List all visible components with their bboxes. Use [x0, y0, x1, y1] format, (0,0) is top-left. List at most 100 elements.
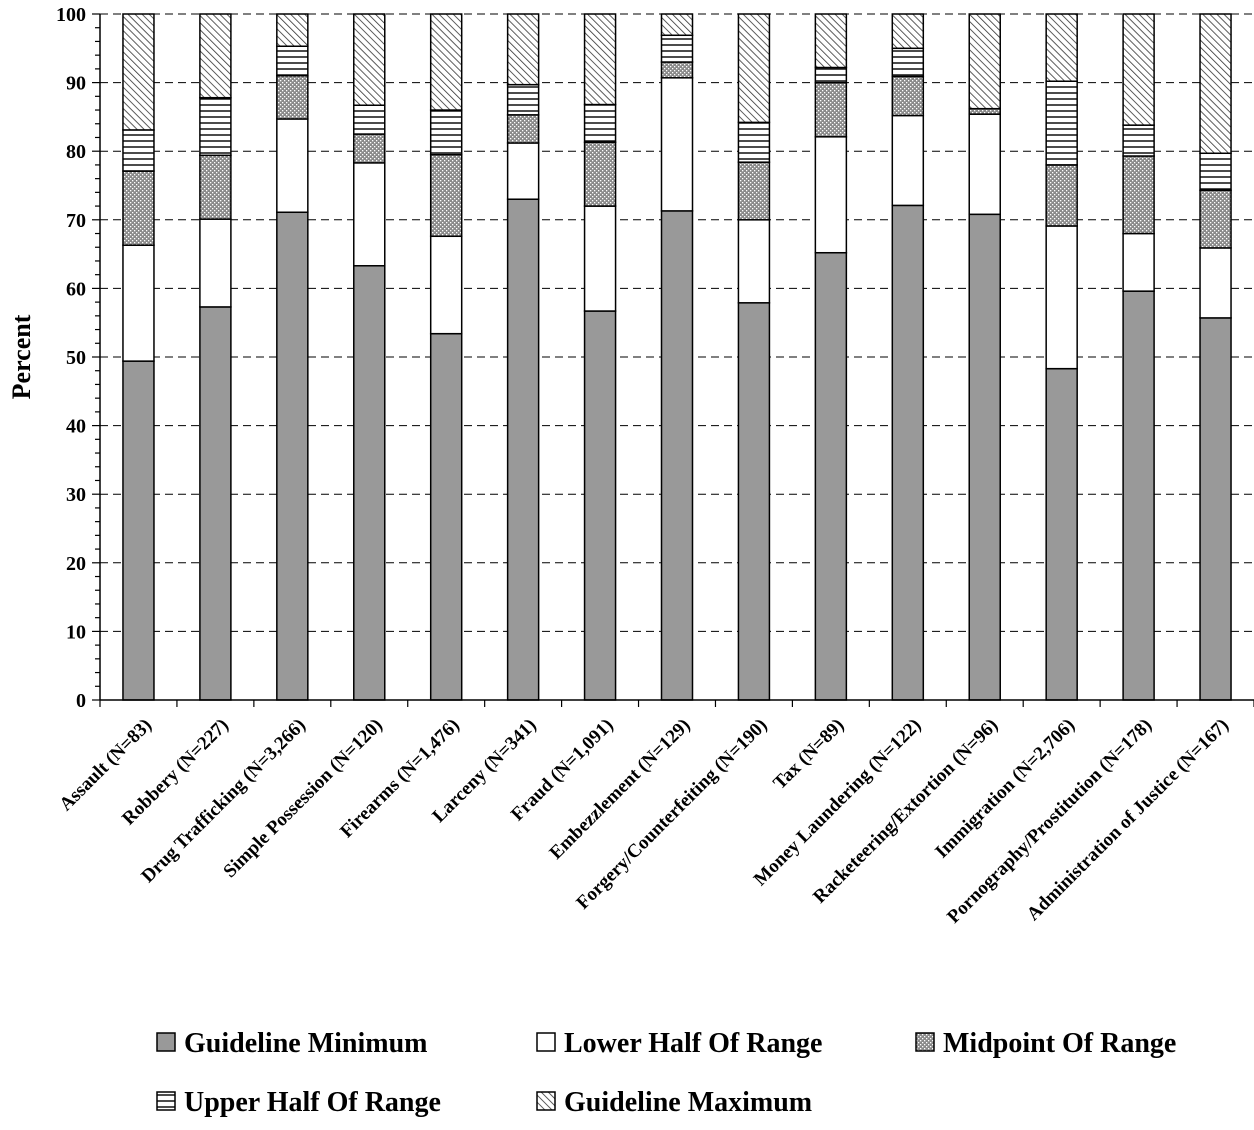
- x-category-labels: Assault (N=83)Robbery (N=227)Drug Traffi…: [55, 715, 1233, 928]
- bar-segment: [660, 34, 694, 63]
- bar-segment: [1199, 317, 1232, 701]
- bar-segment: [122, 170, 155, 246]
- bar-segment: [122, 129, 155, 172]
- legend-swatch: [536, 1032, 556, 1052]
- bar-segment: [1199, 189, 1232, 249]
- bar-segment: [1045, 367, 1078, 701]
- bar-segment: [429, 109, 463, 156]
- bar-segment: [276, 13, 309, 47]
- bar-segment: [1122, 13, 1155, 126]
- bar-segment: [1199, 152, 1232, 192]
- y-tick-label: 0: [76, 690, 86, 712]
- bar-segment: [737, 161, 771, 221]
- legend: Guideline Minimum Lower Half Of Range Midp…: [156, 1028, 1176, 1118]
- bar-segment: [199, 154, 232, 220]
- legend-swatch: [156, 1091, 176, 1111]
- bar-segment: [506, 13, 540, 86]
- y-tick-label: 80: [66, 141, 86, 163]
- bar-segment: [891, 204, 925, 701]
- y-axis-title: Percent: [7, 314, 36, 399]
- bar-segment: [814, 136, 848, 254]
- bar-segment: [353, 162, 386, 267]
- y-tick-label: 20: [66, 553, 86, 575]
- bar-segment: [814, 81, 848, 138]
- x-tick-label: Simple Possession (N=120): [219, 715, 386, 882]
- bar-segment: [1045, 164, 1078, 227]
- x-tick-label: Immigration (N=2,706): [931, 715, 1079, 863]
- bar-segment: [353, 104, 386, 135]
- bar-segment: [429, 332, 463, 701]
- bar-segment: [122, 13, 155, 131]
- x-tick-label: Tax (N=89): [769, 715, 848, 794]
- bar-segment: [429, 153, 463, 238]
- bar-segment: [199, 13, 232, 99]
- bar-segment: [276, 45, 309, 77]
- axes: [92, 13, 1254, 707]
- y-tick-label: 90: [66, 73, 86, 95]
- bar-segment: [968, 107, 1001, 115]
- y-tick-label: 50: [66, 347, 86, 369]
- bar-segment: [353, 13, 386, 106]
- bar-segment: [506, 83, 540, 116]
- y-tick-label: 70: [66, 210, 86, 232]
- bar-segment: [506, 114, 540, 144]
- bar-segment: [429, 235, 463, 335]
- bar-segment: [199, 218, 232, 308]
- y-tick-label: 40: [66, 416, 86, 438]
- bar-segment: [891, 13, 925, 50]
- bar-segment: [968, 113, 1001, 216]
- bar-segment: [1122, 155, 1155, 235]
- bar-segment: [660, 61, 694, 79]
- bar-segment: [122, 244, 155, 362]
- y-tick-labels: 0 10 20 30 40 50 60 70 80 90 100: [56, 4, 86, 712]
- bar-segment: [199, 306, 232, 701]
- bar-segment: [583, 205, 617, 312]
- bar-segment: [1122, 124, 1155, 157]
- bar-segment: [968, 213, 1001, 701]
- bar-segment: [1045, 13, 1078, 82]
- legend-label: Lower Half Of Range: [564, 1028, 822, 1059]
- bar-segment: [276, 74, 309, 120]
- y-tick-label: 100: [56, 4, 86, 26]
- bar-segment: [891, 47, 925, 78]
- bar-segment: [968, 13, 1001, 110]
- y-tick-label: 10: [66, 621, 86, 643]
- bar-segment: [353, 265, 386, 701]
- bar-segment: [506, 198, 540, 701]
- legend-label: Guideline Maximum: [564, 1087, 812, 1118]
- bar-segment: [1045, 80, 1078, 166]
- bar-segment: [737, 302, 771, 701]
- bar-segment: [660, 77, 694, 212]
- bar-segment: [199, 96, 232, 157]
- bar-segment: [737, 13, 771, 124]
- bar-segment: [814, 13, 848, 69]
- bar-segment: [660, 210, 694, 701]
- bar-segment: [814, 66, 848, 84]
- bar-segment: [583, 13, 617, 106]
- legend-swatch: [536, 1091, 556, 1111]
- legend-swatch: [915, 1032, 935, 1052]
- bar-segment: [506, 142, 540, 200]
- bar-segment: [891, 75, 925, 117]
- x-tick-label: Drug Trafficking (N=3,266): [137, 715, 309, 887]
- bar-segment: [737, 121, 771, 163]
- bar-segment: [583, 103, 617, 144]
- bar-segment: [660, 13, 694, 37]
- bar-segment: [583, 141, 617, 207]
- bar-segment: [583, 310, 617, 701]
- bar-segment: [276, 118, 309, 214]
- legend-swatch: [156, 1032, 176, 1052]
- legend-label: Upper Half Of Range: [184, 1087, 441, 1118]
- legend-label: Midpoint Of Range: [943, 1028, 1176, 1059]
- bar-segment: [1199, 247, 1232, 319]
- bar-segment: [814, 251, 848, 701]
- bar-segment: [1045, 225, 1078, 370]
- bar-segment: [353, 133, 386, 164]
- y-tick-label: 60: [66, 278, 86, 300]
- bars: [122, 13, 1232, 701]
- legend-label: Guideline Minimum: [184, 1028, 427, 1059]
- bar-segment: [122, 360, 155, 701]
- bar-segment: [1122, 232, 1155, 292]
- bar-segment: [1199, 13, 1232, 155]
